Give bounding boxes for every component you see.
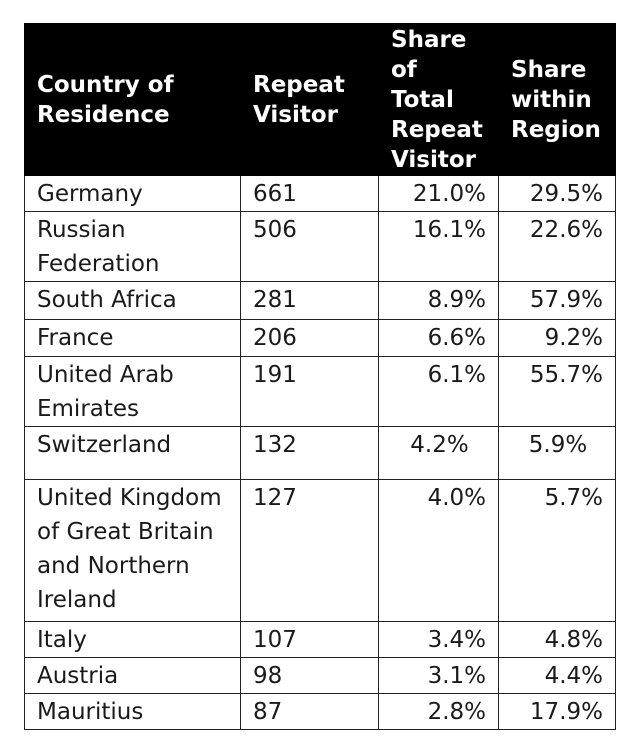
share-total-cell: 3.4% — [378, 621, 499, 658]
share-region-cell: 9.2% — [498, 319, 616, 357]
repeat-visitor-cell: 281 — [240, 281, 379, 320]
share-total-cell: 2.8% — [378, 693, 499, 730]
country-cell: South Africa — [24, 281, 241, 320]
share-total-cell: 3.1% — [378, 657, 499, 694]
table-row: Switzerland 132 4.2% 5.9% — [24, 426, 616, 480]
header-share-total: Share of Total Repeat Visitor — [378, 23, 499, 176]
repeat-visitor-cell: 107 — [240, 621, 379, 658]
share-region-cell: 57.9% — [498, 281, 616, 320]
share-total-cell: 4.2% — [378, 426, 499, 480]
share-region-cell: 17.9% — [498, 693, 616, 730]
repeat-visitor-cell: 506 — [240, 211, 379, 282]
table-row: Austria 98 3.1% 4.4% — [24, 657, 616, 694]
country-cell: Austria — [24, 657, 241, 694]
share-total-cell: 6.6% — [378, 319, 499, 357]
share-total-cell: 6.1% — [378, 356, 499, 427]
repeat-visitor-cell: 191 — [240, 356, 379, 427]
country-cell: Germany — [24, 175, 241, 212]
repeat-visitor-cell: 132 — [240, 426, 379, 480]
header-repeat-visitor: Repeat Visitor — [240, 23, 379, 176]
table-header: Country of Residence Repeat Visitor Shar… — [24, 23, 616, 176]
country-cell: Italy — [24, 621, 241, 658]
country-cell: United Arab Emirates — [24, 356, 241, 427]
table-row: United Kingdom of Great Britain and Nort… — [24, 479, 616, 622]
table-row: Mauritius 87 2.8% 17.9% — [24, 693, 616, 730]
share-total-cell: 4.0% — [378, 479, 499, 622]
repeat-visitor-cell: 98 — [240, 657, 379, 694]
share-total-cell: 8.9% — [378, 281, 499, 320]
share-region-cell: 4.4% — [498, 657, 616, 694]
repeat-visitor-cell: 87 — [240, 693, 379, 730]
header-country: Country of Residence — [24, 23, 241, 176]
repeat-visitor-table: Country of Residence Repeat Visitor Shar… — [24, 23, 616, 730]
share-total-cell: 16.1% — [378, 211, 499, 282]
table-row: United Arab Emirates 191 6.1% 55.7% — [24, 356, 616, 427]
table-row: Russian Federation 506 16.1% 22.6% — [24, 211, 616, 282]
table-row: Germany 661 21.0% 29.5% — [24, 175, 616, 212]
country-cell: Mauritius — [24, 693, 241, 730]
share-region-cell: 5.9% — [498, 426, 616, 480]
table-row: France 206 6.6% 9.2% — [24, 319, 616, 357]
repeat-visitor-cell: 127 — [240, 479, 379, 622]
share-region-cell: 55.7% — [498, 356, 616, 427]
table-row: South Africa 281 8.9% 57.9% — [24, 281, 616, 320]
table-row: Italy 107 3.4% 4.8% — [24, 621, 616, 658]
header-share-region: Share within Region — [498, 23, 616, 176]
country-cell: Russian Federation — [24, 211, 241, 282]
country-cell: Switzerland — [24, 426, 241, 480]
repeat-visitor-cell: 206 — [240, 319, 379, 357]
country-cell: United Kingdom of Great Britain and Nort… — [24, 479, 241, 622]
share-region-cell: 22.6% — [498, 211, 616, 282]
share-total-cell: 21.0% — [378, 175, 499, 212]
share-region-cell: 5.7% — [498, 479, 616, 622]
table-body: Germany 661 21.0% 29.5% Russian Federati… — [24, 175, 616, 730]
share-region-cell: 4.8% — [498, 621, 616, 658]
repeat-visitor-cell: 661 — [240, 175, 379, 212]
share-region-cell: 29.5% — [498, 175, 616, 212]
country-cell: France — [24, 319, 241, 357]
